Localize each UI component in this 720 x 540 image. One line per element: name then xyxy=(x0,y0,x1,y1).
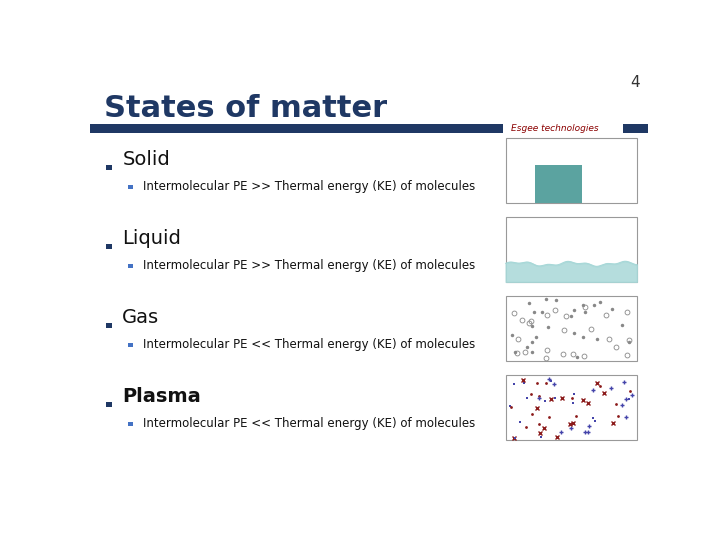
Text: Intermolecular PE >> Thermal energy (KE) of molecules: Intermolecular PE >> Thermal energy (KE)… xyxy=(143,259,475,272)
Bar xyxy=(128,422,133,426)
Text: States of matter: States of matter xyxy=(104,94,387,123)
Bar xyxy=(623,124,648,133)
Bar xyxy=(128,264,133,267)
Bar xyxy=(505,138,636,203)
Text: Liquid: Liquid xyxy=(122,229,181,248)
Bar xyxy=(106,323,112,328)
Text: Solid: Solid xyxy=(122,150,170,168)
Text: Esgee technologies: Esgee technologies xyxy=(511,124,599,133)
Text: Gas: Gas xyxy=(122,308,160,327)
Bar xyxy=(505,296,636,361)
Bar xyxy=(90,124,503,133)
Bar xyxy=(505,218,636,282)
Text: Plasma: Plasma xyxy=(122,387,201,406)
Bar xyxy=(534,165,582,203)
Bar xyxy=(106,165,112,170)
Text: Intermolecular PE << Thermal energy (KE) of molecules: Intermolecular PE << Thermal energy (KE)… xyxy=(143,417,475,430)
Text: Intermolecular PE >> Thermal energy (KE) of molecules: Intermolecular PE >> Thermal energy (KE)… xyxy=(143,180,475,193)
Bar xyxy=(106,402,112,407)
Text: 4: 4 xyxy=(630,75,639,90)
Bar xyxy=(128,343,133,347)
Text: Intermolecular PE << Thermal energy (KE) of molecules: Intermolecular PE << Thermal energy (KE)… xyxy=(143,338,475,350)
Bar xyxy=(505,375,636,440)
Bar xyxy=(128,185,133,188)
Bar xyxy=(106,244,112,249)
